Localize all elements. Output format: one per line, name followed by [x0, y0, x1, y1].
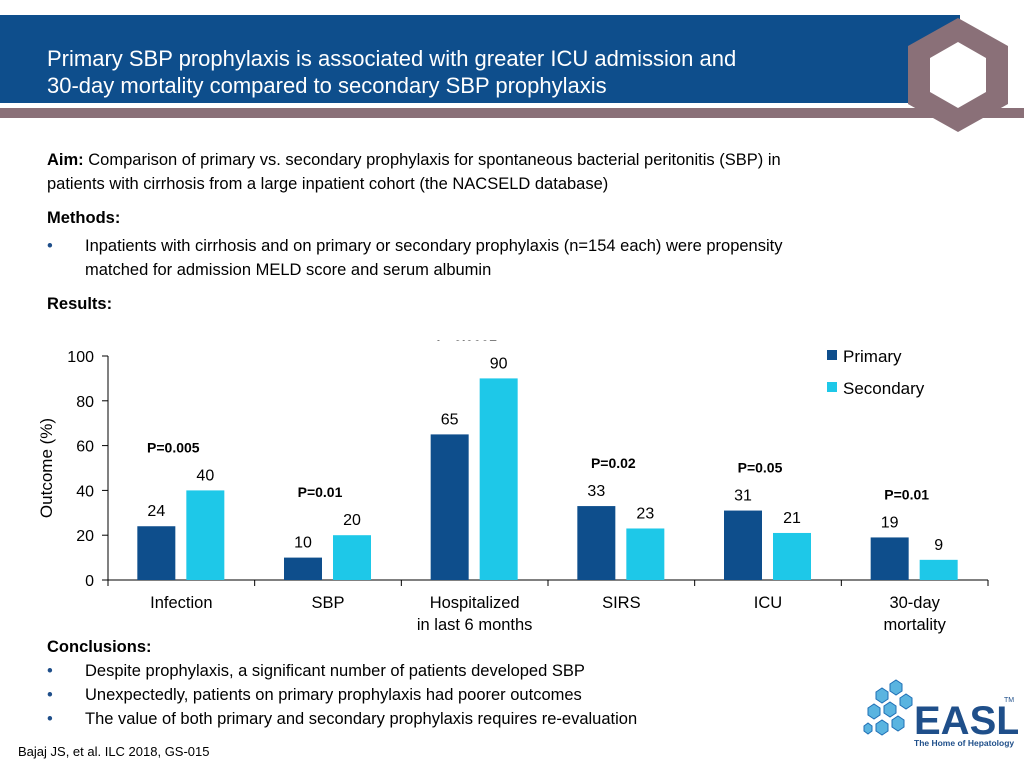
x-category-label: SIRS: [602, 594, 641, 612]
legend-swatch: [827, 350, 837, 360]
bar-primary: [724, 510, 762, 580]
bar-secondary: [773, 532, 811, 580]
hexagon-logo-icon: [908, 18, 1008, 132]
x-category-label: Infection: [150, 594, 212, 612]
methods-label: Methods:: [47, 209, 121, 227]
p-value-label: P<0.0001: [436, 340, 497, 343]
p-value-label: P=0.02: [591, 455, 636, 471]
bar-value-label: 9: [934, 537, 943, 554]
bar-secondary: [919, 559, 958, 580]
x-category-label: SBP: [311, 594, 344, 612]
bar-value-label: 90: [490, 355, 508, 372]
aim-text-line-2: patients with cirrhosis from a large inp…: [47, 175, 609, 193]
easl-tagline: The Home of Hepatology: [914, 738, 1014, 748]
p-value-label: P=0.05: [738, 460, 783, 476]
bar-primary: [137, 526, 176, 580]
bar-value-label: 65: [441, 411, 459, 428]
bar-primary: [284, 557, 322, 580]
conclusion-text: Unexpectedly, patients on primary prophy…: [85, 686, 582, 704]
y-tick-label: 100: [67, 349, 94, 366]
easl-wordmark: EASL: [914, 699, 1018, 743]
easl-trademark: TM: [1004, 697, 1014, 704]
conclusion-text: Despite prophylaxis, a significant numbe…: [85, 662, 585, 680]
bar-value-label: 40: [196, 467, 214, 484]
bar-primary: [430, 434, 469, 580]
bar-value-label: 21: [783, 510, 801, 527]
legend-label: Secondary: [843, 379, 925, 398]
methods-bullet-line-2: matched for admission MELD score and ser…: [85, 261, 492, 279]
bar-value-label: 20: [343, 512, 361, 529]
aim-section: Aim: Comparison of primary vs. secondary…: [47, 148, 997, 196]
bullet-icon: •: [47, 710, 53, 728]
bar-secondary: [479, 378, 518, 580]
bar-secondary: [626, 528, 665, 580]
slide-title-line-2: 30-day mortality compared to secondary S…: [47, 73, 607, 98]
p-value-label: P=0.01: [298, 484, 343, 500]
methods-bullet-line-1: Inpatients with cirrhosis and on primary…: [85, 237, 783, 255]
bar-primary: [870, 537, 909, 580]
conclusions-label: Conclusions:: [47, 638, 152, 656]
y-axis-title: Outcome (%): [37, 418, 56, 518]
bar-value-label: 31: [734, 488, 752, 505]
conclusion-text: The value of both primary and secondary …: [85, 710, 638, 728]
x-category-label: in last 6 months: [417, 616, 533, 634]
bar-secondary: [333, 535, 371, 580]
y-tick-label: 80: [76, 394, 94, 411]
aim-text-line-1: Comparison of primary vs. secondary prop…: [88, 151, 781, 169]
bullet-icon: •: [47, 662, 53, 680]
y-tick-label: 0: [85, 573, 94, 590]
slide-title: Primary SBP prophylaxis is associated wi…: [47, 45, 897, 99]
x-category-label: mortality: [883, 616, 946, 634]
x-category-label: ICU: [754, 594, 782, 612]
easl-cell-cluster-icon: [863, 679, 913, 736]
bar-primary: [577, 506, 616, 580]
bar-value-label: 23: [636, 505, 654, 522]
results-label: Results:: [47, 295, 113, 313]
slide-title-line-1: Primary SBP prophylaxis is associated wi…: [47, 46, 737, 71]
bullet-icon: •: [47, 237, 53, 255]
p-value-label: P=0.005: [147, 439, 200, 455]
x-category-label: 30-day: [889, 594, 940, 612]
legend-label: Primary: [843, 347, 902, 366]
results-bar-chart: 0 20 40 60 80 100 Outcome (%) 24 40 P=0.005 Infect…: [37, 340, 989, 634]
y-tick-label: 20: [76, 528, 94, 545]
x-category-label: Hospitalized: [430, 594, 520, 612]
aim-label: Aim:: [47, 151, 84, 169]
header-divider-stripe: [0, 108, 1024, 118]
y-tick-label: 60: [76, 439, 94, 456]
title-banner: Primary SBP prophylaxis is associated wi…: [0, 15, 960, 103]
bar-value-label: 19: [881, 514, 899, 531]
bar-value-label: 33: [587, 483, 605, 500]
citation-footnote: Bajaj JS, et al. ILC 2018, GS-015: [18, 744, 210, 759]
bar-value-label: 10: [294, 535, 312, 552]
legend-swatch: [827, 382, 837, 392]
bar-value-label: 24: [147, 503, 165, 520]
easl-logo: EASL TM The Home of Hepatology: [863, 679, 1018, 748]
bar-secondary: [186, 490, 225, 580]
bullet-icon: •: [47, 686, 53, 704]
y-tick-label: 40: [76, 483, 94, 500]
p-value-label: P=0.01: [884, 486, 929, 502]
